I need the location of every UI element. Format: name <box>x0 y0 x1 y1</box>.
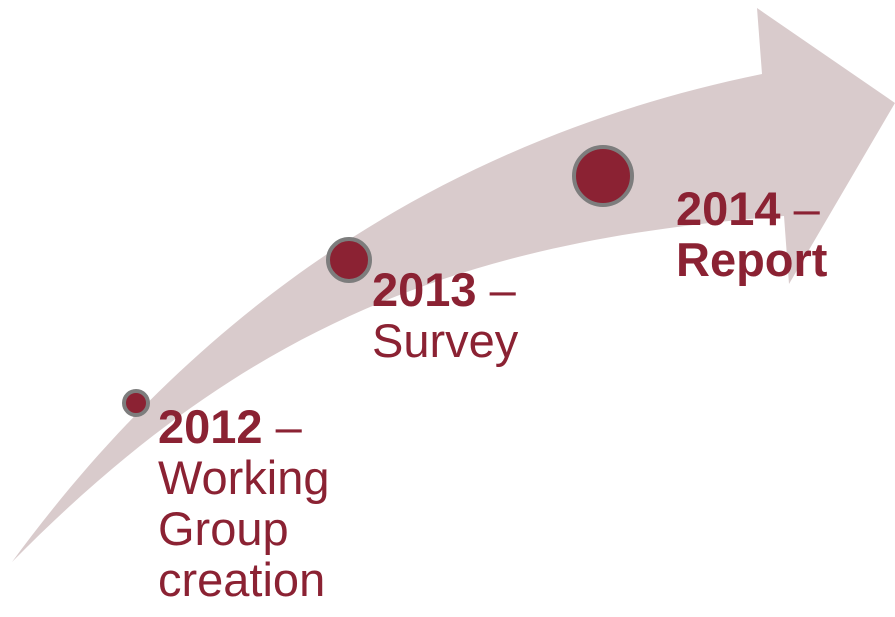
milestone-description: Report <box>676 233 828 286</box>
milestone-description: Working Group creation <box>158 451 330 606</box>
milestone-label-2013: 2013 – Survey <box>372 264 518 366</box>
milestone-year: 2012 <box>158 400 263 453</box>
milestone-label-2012: 2012 – Working Group creation <box>158 401 330 605</box>
milestone-marker-2014 <box>572 145 634 207</box>
milestone-marker-2013 <box>326 237 372 283</box>
milestone-description: Survey <box>372 314 519 367</box>
milestone-year: 2014 <box>676 182 781 235</box>
milestone-marker-2012 <box>122 389 150 417</box>
milestone-year: 2013 <box>372 263 477 316</box>
milestone-label-2014: 2014 – Report <box>676 183 827 285</box>
arrow-shape <box>12 8 895 562</box>
milestone-dash: – <box>262 400 302 453</box>
milestone-dash: – <box>780 182 820 235</box>
milestone-dash: – <box>476 263 516 316</box>
